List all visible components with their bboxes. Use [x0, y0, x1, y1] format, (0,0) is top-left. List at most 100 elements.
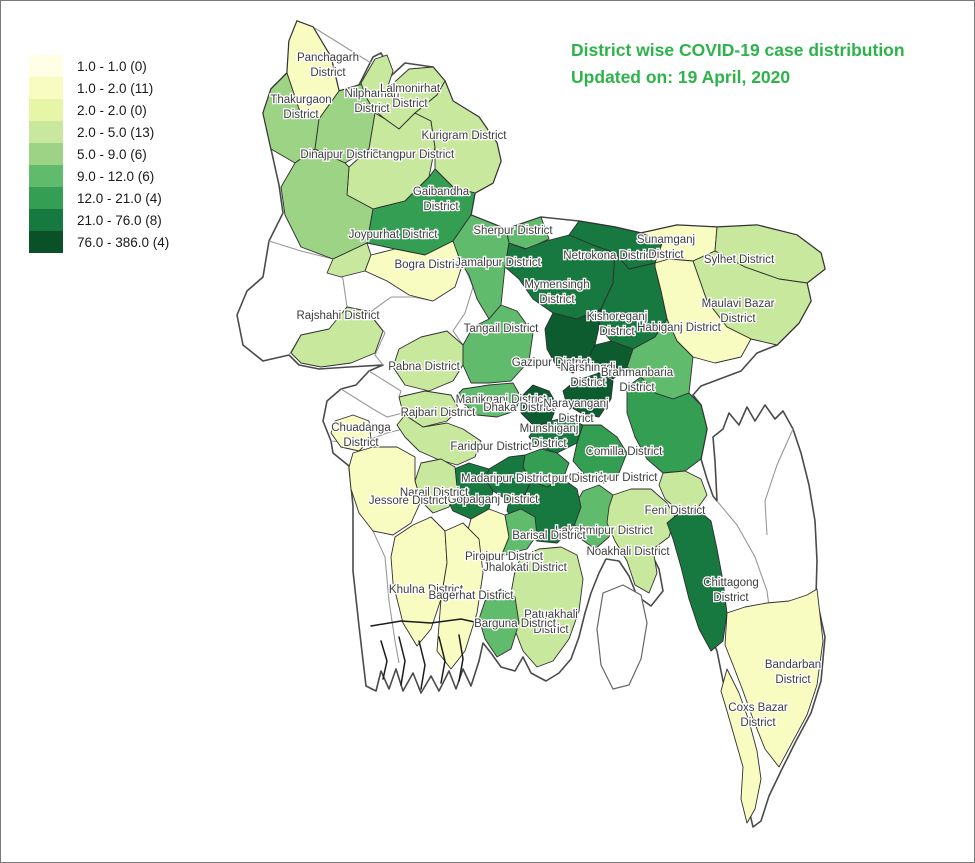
district-label-brahmanbaria: Brahmanbaria	[601, 367, 674, 379]
district-kurigram	[414, 80, 502, 194]
district-label-tangail: Tangail District	[464, 323, 540, 335]
district-label-feni: Feni District	[645, 505, 707, 517]
legend: 1.0 - 1.0 (0) 1.0 - 2.0 (11) 2.0 - 2.0 (0)…	[29, 55, 169, 253]
district-label-narail: Narail District	[400, 487, 469, 499]
legend-swatch	[29, 143, 63, 165]
district-label-bagerhat: Bagerhat District	[428, 590, 514, 602]
legend-item: 1.0 - 1.0 (0)	[29, 55, 169, 77]
district-coxsbazar	[720, 668, 762, 824]
district-narshingdi	[586, 340, 634, 380]
district-label-bandarban: Bandarban	[765, 659, 821, 671]
district-label-chuadanga: District	[343, 437, 379, 449]
map-title: District wise COVID-19 case distribution…	[571, 37, 905, 91]
district-label-nilphamari: District	[354, 103, 390, 115]
district-label-mymensingh: District	[539, 294, 575, 306]
legend-item: 21.0 - 76.0 (8)	[29, 209, 169, 231]
district-label-noakhali: Noakhali District	[586, 546, 670, 558]
district-narayanganj	[562, 372, 614, 418]
district-label-sunamganj: Sunamganj	[637, 234, 695, 246]
district-label-chittagong: Chittagong	[703, 577, 759, 589]
district-tangail	[462, 304, 534, 384]
district-label-madaripur: Madaripur District	[461, 473, 552, 485]
district-label-munshiganj: Munshiganj	[520, 423, 579, 435]
legend-label: 2.0 - 2.0 (0)	[77, 102, 147, 118]
legend-item: 12.0 - 21.0 (4)	[29, 187, 169, 209]
no-data-district-border	[368, 296, 434, 314]
no-data-district-border	[452, 262, 474, 346]
district-label-maulavibazar: District	[720, 313, 756, 325]
legend-item: 1.0 - 2.0 (11)	[29, 77, 169, 99]
district-label-narayanganj: District	[558, 413, 594, 425]
legend-label: 76.0 - 386.0 (4)	[77, 234, 170, 250]
district-label-kurigram: Kurigram District	[422, 130, 508, 142]
legend-item: 2.0 - 5.0 (13)	[29, 121, 169, 143]
district-label-gazipur: Gazipur District	[512, 357, 591, 369]
district-label-chittagong: District	[713, 592, 749, 604]
district-gaibandha	[366, 168, 476, 256]
district-label-narshingdi: District	[570, 377, 606, 389]
district-label-sunamganj: District	[648, 249, 684, 261]
district-label-lalmonirhat: District	[392, 98, 428, 110]
district-label-rajbari: Rajbari District	[401, 407, 477, 419]
legend-item: 5.0 - 9.0 (6)	[29, 143, 169, 165]
district-bogra	[364, 240, 464, 302]
district-label-habiganj: Habiganj District	[637, 322, 722, 334]
district-label-maulavibazar: Maulavi Bazar	[702, 298, 775, 310]
district-label-bandarban: District	[775, 674, 811, 686]
legend-swatch	[29, 187, 63, 209]
map-title-line2: Updated on: 19 April, 2020	[571, 67, 791, 88]
no-data-district-border	[312, 26, 372, 64]
district-label-kishoreganj: Kishoreganj	[587, 311, 648, 323]
island-outline	[596, 584, 648, 690]
district-chandpur	[572, 424, 628, 482]
district-label-nilphamari: Nilphamari	[345, 88, 400, 100]
legend-swatch	[29, 209, 63, 231]
no-data-district-border	[340, 388, 404, 418]
district-label-khulna: Khulna District	[389, 584, 464, 596]
district-label-patuakhali: Patuakhali	[524, 609, 578, 621]
district-label-gopalganj: Gopalganj District	[448, 494, 540, 506]
district-khulna	[390, 516, 448, 647]
legend-label: 2.0 - 5.0 (13)	[77, 124, 155, 140]
district-bandarban	[724, 588, 824, 768]
district-label-sherpur: Sherpur District	[473, 225, 553, 237]
district-comilla	[626, 376, 708, 474]
district-label-dinajpur: Dinajpur District	[300, 149, 382, 161]
district-label-jhalokati: Jhalokati District	[483, 562, 568, 574]
no-data-district-border	[372, 530, 400, 664]
district-label-sylhet: Sylhet District	[704, 254, 775, 266]
district-label-rajshahi: Rajshahi District	[296, 310, 380, 322]
district-rajbari	[398, 390, 460, 428]
district-label-pabna: Pabna District	[388, 361, 460, 373]
district-label-manikganj: Manikganj District	[456, 394, 548, 406]
legend-item: 9.0 - 12.0 (6)	[29, 165, 169, 187]
district-label-jessore: Jessore District	[369, 495, 448, 507]
creek-line	[418, 640, 426, 690]
district-bagerhat	[436, 522, 484, 670]
legend-label: 21.0 - 76.0 (8)	[77, 212, 162, 228]
district-rajshahi	[290, 306, 384, 368]
legend-swatch	[29, 231, 63, 253]
district-label-chandpur: Chandpur District	[569, 472, 659, 484]
district-label-chuadanga: Chuadanga	[331, 422, 391, 434]
legend-label: 9.0 - 12.0 (6)	[77, 168, 155, 184]
legend-swatch	[29, 121, 63, 143]
legend-swatch	[29, 99, 63, 121]
district-label-faridpur: Faridpur District	[450, 441, 532, 453]
map-title-line1: District wise COVID-19 case distribution	[571, 40, 905, 60]
district-label-gaibandha: District	[423, 201, 459, 213]
legend-swatch	[29, 55, 63, 77]
district-label-dhaka: Dhaka District	[483, 402, 555, 414]
district-label-joypurhat: Joypurhat District	[349, 229, 439, 241]
district-label-coxsbazar: District	[740, 717, 776, 729]
no-data-district-border	[716, 500, 772, 622]
district-dhaka	[520, 384, 558, 428]
district-label-brahmanbaria: District	[619, 382, 655, 394]
creek-line	[458, 634, 464, 682]
district-label-panchagarh: District	[310, 67, 346, 79]
district-label-barguna: Barguna District	[474, 618, 557, 630]
district-jessore	[348, 446, 422, 536]
creek-line	[398, 636, 406, 686]
no-data-district-border	[764, 428, 794, 536]
